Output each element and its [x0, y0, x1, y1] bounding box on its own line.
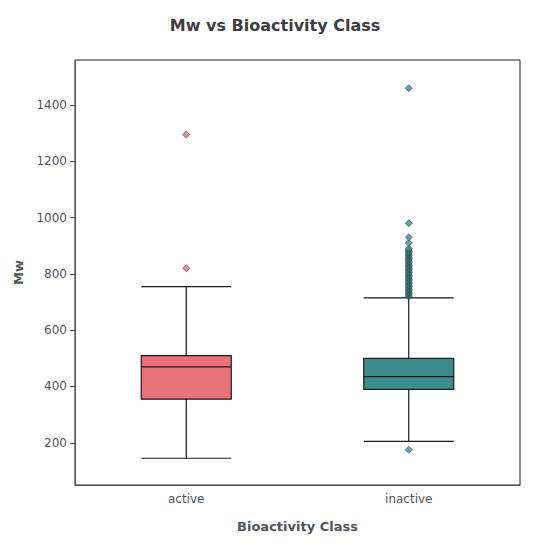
svg-text:200: 200 [44, 436, 67, 450]
svg-text:800: 800 [44, 267, 67, 281]
svg-text:Bioactivity Class: Bioactivity Class [237, 519, 358, 534]
svg-text:active: active [168, 492, 204, 506]
svg-text:Mw vs Bioactivity Class: Mw vs Bioactivity Class [170, 16, 381, 35]
svg-text:1200: 1200 [36, 154, 67, 168]
svg-text:1000: 1000 [36, 211, 67, 225]
svg-text:600: 600 [44, 323, 67, 337]
svg-text:1400: 1400 [36, 98, 67, 112]
svg-text:Mw: Mw [11, 260, 26, 285]
svg-text:400: 400 [44, 379, 67, 393]
svg-text:inactive: inactive [385, 492, 432, 506]
